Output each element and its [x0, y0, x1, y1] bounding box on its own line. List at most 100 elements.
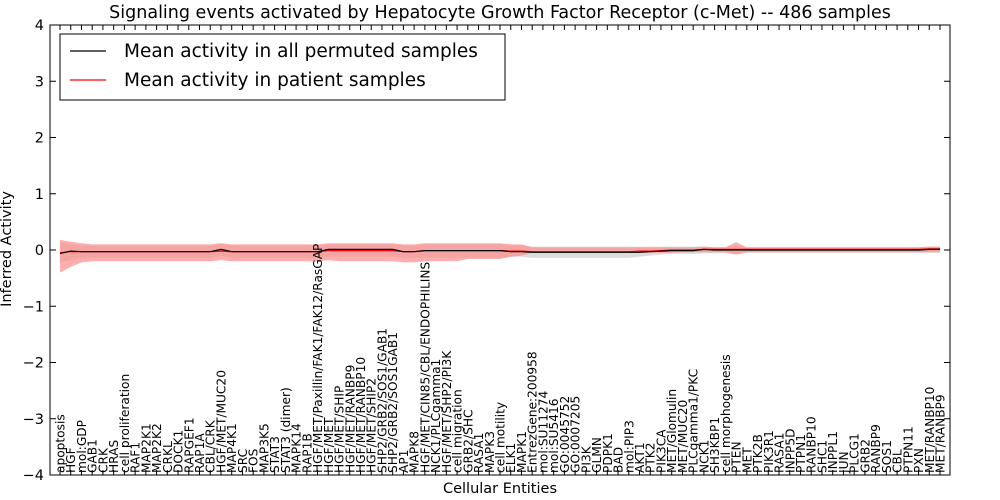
x-tick-label: GO:0007205: [569, 396, 583, 473]
x-tick-label: cell migration: [451, 389, 465, 473]
legend: Mean activity in all permuted samples Mea…: [59, 33, 506, 101]
x-tick-label: apoptosis: [54, 414, 68, 473]
x-tick-label: CRK: [96, 447, 110, 473]
x-tick-label: SOS1: [880, 440, 894, 473]
x-tick-label: PTK2B: [751, 434, 765, 473]
x-tick-label: AP1: [397, 450, 411, 473]
x-tick-label: JUN: [837, 451, 851, 474]
x-tick-label: STAT3: [268, 436, 282, 473]
x-tick-label: PIK3R1: [762, 430, 776, 473]
y-tick-label: 2: [35, 131, 44, 147]
plot-frame: [49, 24, 951, 476]
series-lines: [59, 248, 940, 254]
x-tick-label: SHC1: [816, 440, 830, 473]
x-tick-label: INPPL1: [826, 431, 840, 473]
x-tick-label: PLCgamma1/PKC: [687, 369, 701, 473]
x-tick-label: PTPN1: [794, 434, 808, 473]
x-tick-label: PTK2: [644, 442, 658, 473]
x-tick-label: MAPK3: [483, 431, 497, 473]
x-tick-label: MAP2K1: [139, 423, 153, 473]
x-tick-label: EntrezGene:200958: [526, 351, 540, 473]
x-tick-label: PTEN: [730, 441, 744, 473]
x-tick-label: MET/RANBP10: [923, 387, 937, 473]
x-tick-label: MAP4K1: [225, 423, 239, 473]
legend-label: Mean activity in patient samples: [124, 70, 426, 91]
x-tick-label: SHP2/GRB2/SOS1GAB1: [386, 332, 400, 473]
x-tick-label: PIK3CA: [655, 429, 669, 473]
x-tick-label: CRKL: [161, 441, 175, 473]
y-tick-label: −3: [23, 412, 44, 428]
confidence-bands: [60, 239, 940, 273]
x-tick-label: MAP3K5: [257, 423, 271, 473]
x-tick-label: GAB1: [86, 439, 100, 473]
x-tick-label: RAPGEF1: [182, 417, 196, 473]
x-tick-label: HRAS: [107, 440, 121, 473]
x-tick-label: mol:SU5416: [547, 399, 561, 474]
y-tick-label: −2: [23, 356, 44, 372]
x-tick-label: RAP1B: [300, 433, 314, 473]
x-tick-label: RANBP10: [805, 416, 819, 473]
x-tick-label: RAP1A: [193, 433, 207, 473]
y-tick-label: −4: [23, 468, 44, 484]
x-tick-label: HGF/MET/RANBP10: [354, 357, 368, 473]
x-tick-label: DOCK1: [172, 430, 186, 473]
x-tick-label: HGF/MET/CIN85/CBL/ENDOPHILINS: [418, 262, 432, 473]
x-tick-label: cell proliferation: [118, 374, 132, 473]
x-tick-label: AKT1: [633, 442, 647, 473]
x-tick-label: MET/Glomulin: [665, 389, 679, 473]
x-tick-label: cell motility: [494, 402, 508, 473]
x-tick-label: STAT3 (dimer): [279, 387, 293, 473]
x-tick-label: SRC: [236, 449, 250, 473]
x-tick-label: HGF/MET/Paxillin/FAK1/FAK12/RasGAP: [311, 244, 325, 473]
x-tick-label: HGF/MET/MUC20: [215, 370, 229, 473]
x-tick-label: PLCG1: [848, 433, 862, 473]
x-tick-label: mol:PIP3: [622, 420, 636, 473]
x-tick-label: NCK1/PLCgamma1: [429, 359, 443, 473]
chart-title: Signaling events activated by Hepatocyte…: [109, 3, 891, 23]
x-tick-label: mol:GDP: [75, 420, 89, 473]
x-tick-label: HGF/MET/SHIP: [333, 386, 347, 473]
x-tick-label: HGF: [64, 447, 78, 473]
x-tick-label: PXN: [912, 448, 926, 473]
x-tick-label: HGF/MET: [322, 417, 336, 473]
x-tick-label: RASA1: [773, 433, 787, 473]
axis-ticks: −4 −3 −2 −1 0 1 2 3 4: [23, 18, 950, 484]
x-tick-label: PTPN11: [901, 426, 915, 473]
x-tick-label: SH3KBP1: [708, 417, 722, 473]
x-tick-label: RASA1: [472, 433, 486, 473]
x-tick-label: GLMN: [590, 437, 604, 473]
x-tick-label: cell morphogenesis: [719, 354, 733, 473]
x-tick-label: NCK1: [697, 440, 711, 473]
x-tick-label: SHP2/GRB2/SOS1/GAB1: [376, 328, 390, 473]
x-tick-label: HGF/MET/RANBP9: [343, 365, 357, 473]
x-tick-label: MET/RANBP9: [934, 394, 948, 473]
y-tick-label: 1: [35, 187, 44, 203]
band-mean-activity-in-patient-samples: [60, 239, 940, 273]
x-tick-label: BAD: [612, 447, 626, 473]
y-tick-label: 3: [35, 74, 44, 90]
x-tick-label: mol:SU11274: [536, 391, 550, 473]
x-tick-label: HGF/MET/SHP2/PI3K: [440, 350, 454, 473]
y-tick-label: 4: [35, 18, 44, 34]
x-tick-label: MAPK8: [408, 431, 422, 473]
x-tick-label: MAPK14: [290, 423, 304, 473]
x-tick-label: GO:0045752: [558, 396, 572, 473]
x-tick-label: CBL/CRK: [204, 419, 218, 473]
y-axis-label: Inferred Activity: [0, 191, 15, 307]
y-tick-label: 0: [35, 243, 44, 259]
x-tick-label: MAP2K2: [150, 423, 164, 473]
x-tick-label: GRB2/SHC: [461, 409, 475, 473]
legend-label: Mean activity in all permuted samples: [124, 41, 478, 62]
x-tick-label: MET: [740, 447, 754, 473]
x-tick-label: ELK1: [504, 443, 518, 473]
x-tick-label: INPP5D: [783, 428, 797, 473]
y-tick-label: −1: [23, 299, 44, 315]
x-tick-label: CBL: [891, 449, 905, 473]
x-tick-label: RANBP9: [869, 424, 883, 473]
line-mean-activity-in-all-permuted-samples: [59, 248, 940, 254]
x-tick-label: PI3K: [579, 445, 593, 473]
x-tick-label: MAPK1: [515, 431, 529, 473]
x-tick-label: PDPK1: [601, 433, 615, 473]
